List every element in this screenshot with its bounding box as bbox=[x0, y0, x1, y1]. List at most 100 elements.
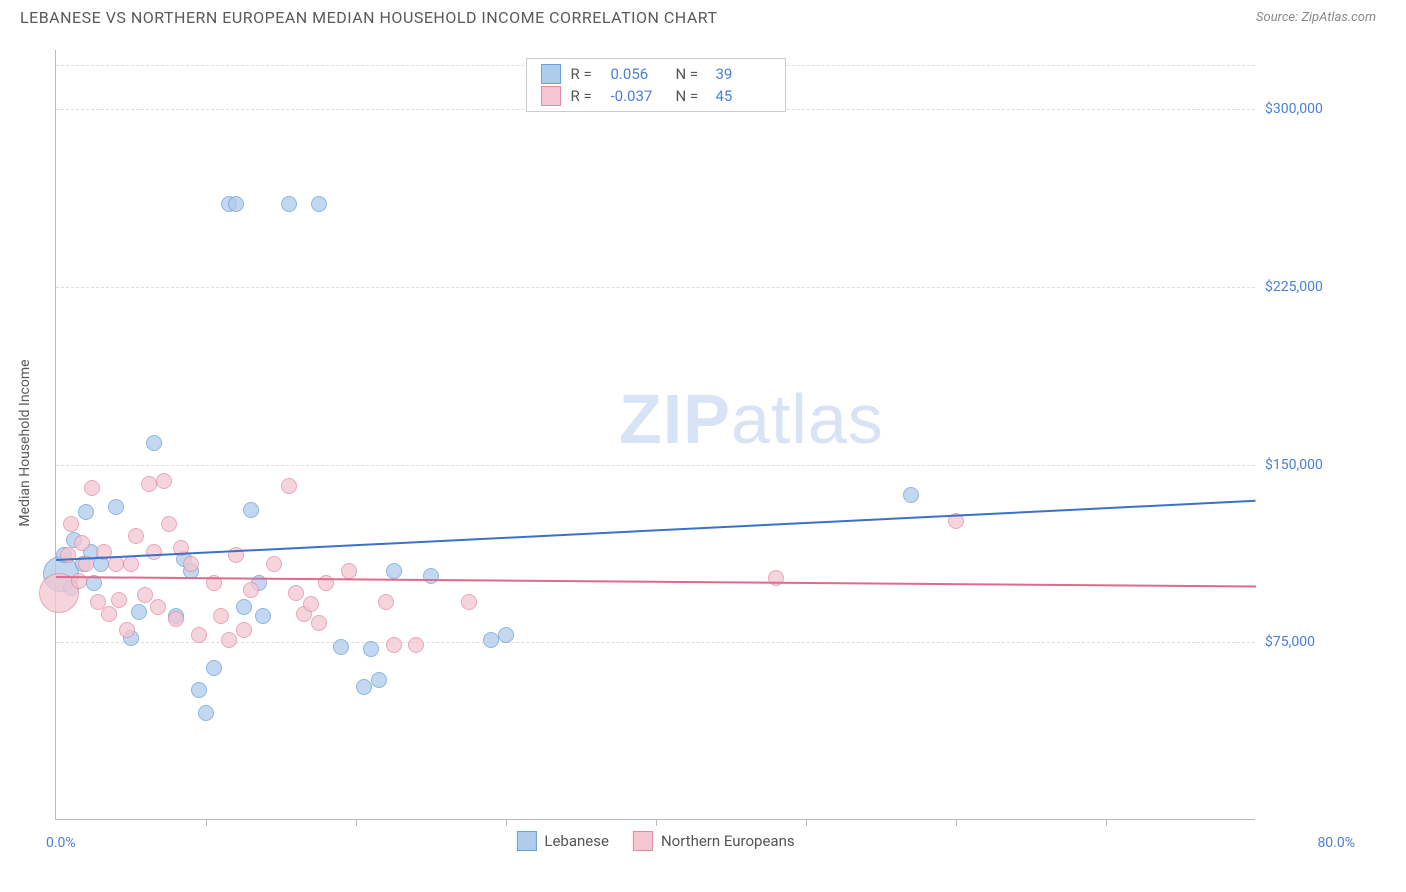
data-point bbox=[303, 596, 319, 612]
chart-area: Median Household Income ZIPatlas R =0.05… bbox=[45, 50, 1375, 820]
data-point bbox=[386, 563, 402, 579]
n-label: N = bbox=[676, 65, 706, 83]
data-point bbox=[311, 196, 327, 212]
data-point bbox=[128, 528, 144, 544]
y-axis-label: Median Household Income bbox=[17, 359, 33, 526]
data-point bbox=[84, 480, 100, 496]
data-point bbox=[141, 476, 157, 492]
x-tick bbox=[206, 819, 207, 826]
data-point bbox=[341, 563, 357, 579]
data-point bbox=[228, 196, 244, 212]
data-point bbox=[423, 568, 439, 584]
data-point bbox=[206, 660, 222, 676]
r-label: R = bbox=[571, 65, 601, 83]
data-point bbox=[333, 639, 349, 655]
data-point bbox=[101, 606, 117, 622]
data-point bbox=[123, 556, 139, 572]
data-point bbox=[363, 641, 379, 657]
r-value: 0.056 bbox=[611, 65, 666, 83]
data-point bbox=[311, 615, 327, 631]
legend-swatch bbox=[516, 831, 536, 851]
data-point bbox=[146, 544, 162, 560]
data-point bbox=[71, 573, 87, 589]
legend-item: Northern Europeans bbox=[633, 831, 795, 851]
data-point bbox=[168, 611, 184, 627]
n-label: N = bbox=[676, 87, 706, 105]
data-point bbox=[236, 599, 252, 615]
legend-label: Northern Europeans bbox=[661, 832, 795, 850]
legend-label: Lebanese bbox=[544, 832, 609, 850]
x-axis-min-label: 0.0% bbox=[46, 835, 76, 851]
data-point bbox=[903, 487, 919, 503]
data-point bbox=[146, 435, 162, 451]
data-point bbox=[78, 504, 94, 520]
legend-item: Lebanese bbox=[516, 831, 609, 851]
scatter-plot: ZIPatlas R = 0.056 N = 39 R = -0.037 N = 45 0.0… bbox=[55, 50, 1255, 820]
data-point bbox=[119, 622, 135, 638]
data-point bbox=[281, 478, 297, 494]
data-point bbox=[255, 608, 271, 624]
data-point bbox=[221, 632, 237, 648]
y-tick-label: $225,000 bbox=[1265, 279, 1365, 295]
chart-source: Source: ZipAtlas.com bbox=[1256, 10, 1376, 25]
data-point bbox=[161, 516, 177, 532]
data-point bbox=[243, 582, 259, 598]
x-tick bbox=[1106, 819, 1107, 826]
series-legend: Lebanese Northern Europeans bbox=[516, 831, 794, 851]
data-point bbox=[137, 587, 153, 603]
r-value: -0.037 bbox=[611, 87, 666, 105]
data-point bbox=[63, 516, 79, 532]
y-tick-label: $150,000 bbox=[1265, 457, 1365, 473]
data-point bbox=[131, 604, 147, 620]
x-tick bbox=[356, 819, 357, 826]
data-point bbox=[288, 585, 304, 601]
data-point bbox=[281, 196, 297, 212]
chart-header: LEBANESE VS NORTHERN EUROPEAN MEDIAN HOU… bbox=[0, 0, 1406, 35]
legend-row: R = 0.056 N = 39 bbox=[541, 63, 771, 85]
data-point bbox=[111, 592, 127, 608]
n-value: 39 bbox=[716, 65, 771, 83]
y-tick-label: $75,000 bbox=[1265, 634, 1365, 650]
r-label: R = bbox=[571, 87, 601, 105]
data-point bbox=[183, 556, 199, 572]
data-point bbox=[236, 622, 252, 638]
data-point bbox=[198, 705, 214, 721]
data-point bbox=[243, 502, 259, 518]
x-tick bbox=[656, 819, 657, 826]
data-point bbox=[74, 535, 90, 551]
x-tick bbox=[956, 819, 957, 826]
legend-row: R = -0.037 N = 45 bbox=[541, 85, 771, 107]
gridline bbox=[56, 465, 1255, 466]
data-point bbox=[768, 570, 784, 586]
correlation-legend: R = 0.056 N = 39 R = -0.037 N = 45 bbox=[526, 58, 786, 112]
data-point bbox=[108, 499, 124, 515]
data-point bbox=[371, 672, 387, 688]
n-value: 45 bbox=[716, 87, 771, 105]
source-link[interactable]: ZipAtlas.com bbox=[1301, 10, 1376, 25]
chart-title: LEBANESE VS NORTHERN EUROPEAN MEDIAN HOU… bbox=[20, 8, 718, 27]
data-point bbox=[213, 608, 229, 624]
trend-line bbox=[56, 576, 1256, 587]
data-point bbox=[191, 627, 207, 643]
data-point bbox=[483, 632, 499, 648]
x-tick bbox=[506, 819, 507, 826]
x-tick bbox=[806, 819, 807, 826]
data-point bbox=[156, 473, 172, 489]
legend-swatch bbox=[541, 86, 561, 106]
data-point bbox=[378, 594, 394, 610]
data-point bbox=[408, 637, 424, 653]
legend-swatch bbox=[633, 831, 653, 851]
data-point bbox=[356, 679, 372, 695]
legend-swatch bbox=[541, 64, 561, 84]
data-point bbox=[108, 556, 124, 572]
data-point bbox=[498, 627, 514, 643]
data-point bbox=[191, 682, 207, 698]
x-axis-max-label: 80.0% bbox=[1317, 835, 1355, 851]
data-point bbox=[386, 637, 402, 653]
data-point bbox=[461, 594, 477, 610]
watermark: ZIPatlas bbox=[619, 379, 884, 459]
y-tick-label: $300,000 bbox=[1265, 101, 1365, 117]
data-point bbox=[266, 556, 282, 572]
gridline bbox=[56, 287, 1255, 288]
data-point bbox=[150, 599, 166, 615]
